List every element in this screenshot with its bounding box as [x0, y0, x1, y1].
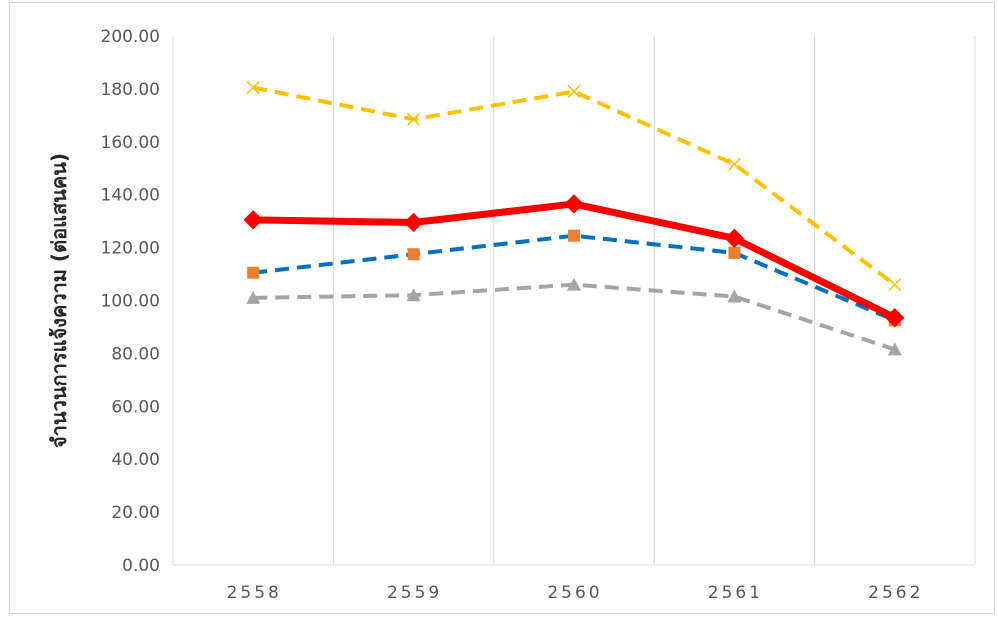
triangle-marker [246, 290, 261, 304]
gridlines [172, 36, 976, 565]
x-marker [727, 157, 741, 171]
x-tick-label: 2559 [387, 583, 442, 603]
diamond-marker [885, 307, 905, 328]
y-tick-label: 140.00 [101, 186, 160, 206]
series-line-1 [252, 85, 897, 287]
x-marker [246, 81, 260, 95]
series-markers [243, 81, 905, 356]
y-tick-label: 180.00 [101, 80, 160, 100]
y-tick-label: 80.00 [111, 344, 160, 364]
diamond-marker [243, 210, 263, 230]
y-axis-title: จำนวนการแจ้งความ (ต่อแสนคน) [47, 153, 71, 448]
square-marker [407, 248, 420, 261]
series-lines [252, 85, 897, 352]
diamond-marker [724, 228, 745, 249]
diamond-marker [403, 212, 424, 233]
line-chart: 0.00 20.00 40.00 60.00 80.00 100.00 120.00 140.… [47, 27, 976, 603]
triangle-marker [567, 277, 581, 291]
y-tick-label: 0.00 [122, 556, 160, 576]
triangle-marker [887, 342, 902, 356]
y-tick-label: 40.00 [111, 450, 160, 470]
diamond-marker [564, 194, 584, 214]
x-marker [407, 112, 421, 126]
y-tick-label: 200.00 [101, 27, 160, 47]
x-tick-label: 2561 [708, 583, 763, 603]
y-tick-label: 100.00 [101, 292, 160, 312]
y-tick-labels: 0.00 20.00 40.00 60.00 80.00 100.00 120.00 140.… [101, 27, 160, 576]
triangle-marker [727, 289, 742, 303]
x-tick-label: 2562 [868, 583, 923, 603]
x-marker [567, 85, 581, 99]
x-tick-label: 2558 [227, 583, 282, 603]
y-tick-label: 120.00 [101, 239, 160, 259]
y-tick-label: 20.00 [111, 503, 160, 523]
square-marker [247, 266, 260, 279]
series-line-4 [253, 282, 896, 352]
y-tick-label: 160.00 [101, 133, 160, 153]
x-tick-label: 2560 [547, 583, 602, 603]
square-marker [568, 229, 580, 242]
triangle-marker [406, 288, 421, 302]
y-tick-label: 60.00 [111, 397, 160, 417]
x-tick-labels: 2558 2559 2560 2561 2562 [227, 583, 923, 603]
chart-frame: 0.00 20.00 40.00 60.00 80.00 100.00 120.00 140.… [9, 2, 995, 614]
x-marker [888, 278, 902, 292]
square-marker [728, 246, 741, 259]
